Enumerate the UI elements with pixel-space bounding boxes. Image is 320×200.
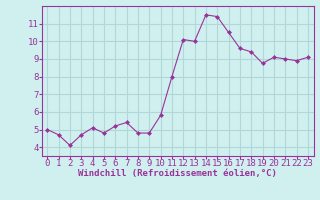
X-axis label: Windchill (Refroidissement éolien,°C): Windchill (Refroidissement éolien,°C) — [78, 169, 277, 178]
